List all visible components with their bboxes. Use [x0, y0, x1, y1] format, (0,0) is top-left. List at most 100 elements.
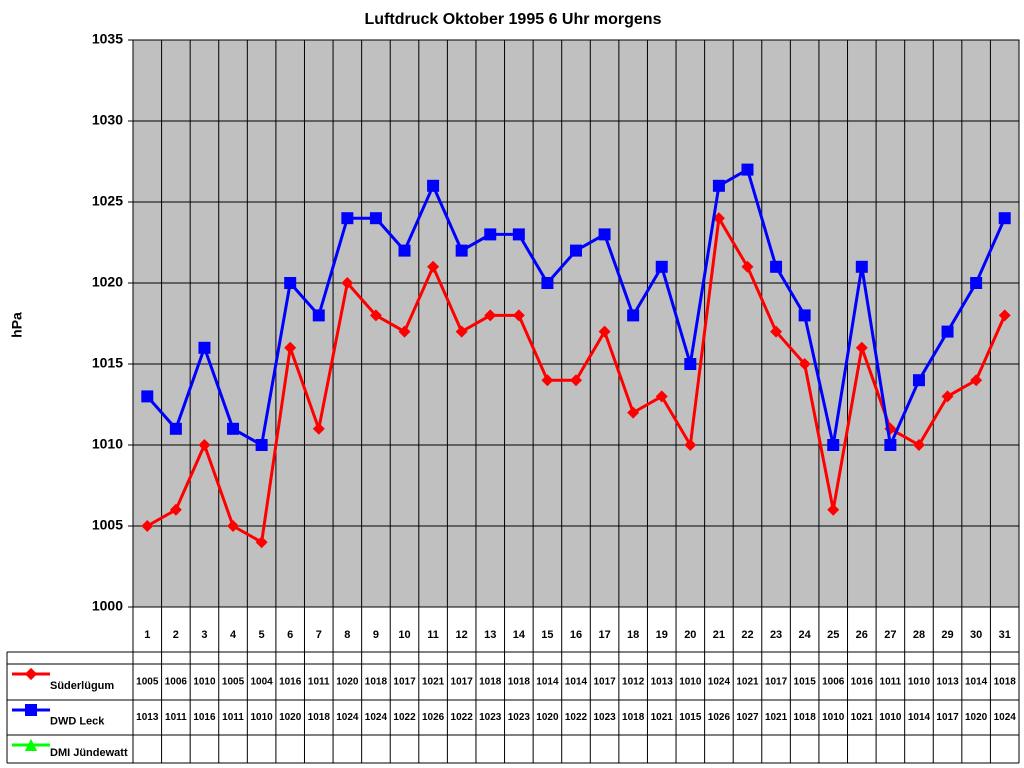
table-value: 1018 — [479, 677, 502, 688]
table-value: 1018 — [794, 712, 817, 723]
table-value: 1013 — [651, 677, 674, 688]
data-point — [827, 439, 840, 451]
data-point — [712, 179, 725, 192]
data-point — [570, 244, 582, 257]
table-value: 1017 — [393, 677, 416, 688]
table-value: 1015 — [679, 712, 702, 723]
data-point — [512, 309, 525, 322]
data-point — [684, 439, 697, 451]
data-point — [912, 439, 925, 451]
legend-label: Süderlügum — [50, 680, 114, 692]
data-point — [912, 374, 925, 387]
table-value: 1005 — [222, 677, 245, 688]
y-axis-label: hPa — [9, 312, 25, 338]
legend-marker — [25, 668, 37, 680]
x-tick-label: 11 — [427, 629, 439, 641]
table-value: 1010 — [879, 712, 902, 723]
table-value: 1011 — [880, 677, 902, 688]
table-value: 1023 — [508, 712, 531, 723]
table-value: 1018 — [622, 712, 645, 723]
data-point — [369, 309, 382, 322]
table-value: 1021 — [422, 677, 445, 688]
data-point — [512, 228, 525, 241]
y-tick-label: 1030 — [92, 112, 123, 128]
x-tick-label: 18 — [627, 629, 639, 641]
x-tick-label: 27 — [884, 629, 896, 641]
data-point — [284, 277, 297, 289]
data-point — [998, 309, 1011, 322]
data-point — [970, 374, 983, 387]
y-tick-label: 1000 — [92, 598, 123, 614]
table-value: 1014 — [965, 677, 988, 688]
table-value: 1024 — [365, 712, 388, 723]
table-value: 1012 — [622, 677, 645, 688]
table-value: 1018 — [508, 677, 531, 688]
x-tick-label: 7 — [316, 629, 322, 641]
table-value: 1010 — [822, 712, 845, 723]
table-value: 1020 — [965, 712, 988, 723]
data-point — [655, 260, 668, 273]
data-point — [198, 341, 211, 354]
data-point — [427, 260, 440, 273]
table-value: 1011 — [308, 677, 330, 688]
data-point — [541, 277, 554, 289]
data-point — [398, 244, 411, 257]
table-value: 1016 — [193, 712, 216, 723]
data-point — [712, 212, 725, 225]
table-value: 1026 — [422, 712, 445, 723]
x-tick-label: 14 — [513, 629, 526, 641]
table-value: 1017 — [593, 677, 616, 688]
data-point — [141, 390, 154, 403]
x-tick-label: 23 — [770, 629, 782, 641]
table-value: 1004 — [250, 677, 273, 688]
x-tick-label: 28 — [913, 629, 925, 641]
data-point — [855, 341, 868, 354]
x-tick-label: 22 — [741, 629, 753, 641]
table-value: 1018 — [994, 677, 1017, 688]
x-tick-label: 4 — [230, 629, 237, 641]
data-point — [227, 422, 240, 435]
table-value: 1021 — [736, 677, 759, 688]
x-tick-label: 10 — [398, 629, 410, 641]
data-point — [312, 422, 325, 435]
x-tick-label: 20 — [684, 629, 696, 641]
table-value: 1020 — [536, 712, 559, 723]
x-tick-label: 21 — [713, 629, 725, 641]
table-value: 1026 — [708, 712, 731, 723]
x-tick-label: 15 — [541, 629, 553, 641]
data-point — [598, 228, 611, 241]
data-point — [655, 390, 668, 403]
table-value: 1018 — [308, 712, 331, 723]
data-point — [369, 212, 382, 225]
data-point — [741, 163, 754, 176]
data-point — [341, 212, 354, 225]
table-value: 1010 — [679, 677, 702, 688]
table-value: 1011 — [165, 712, 187, 723]
x-tick-label: 3 — [201, 629, 207, 641]
table-value: 1024 — [708, 677, 731, 688]
y-tick-label: 1020 — [92, 274, 123, 290]
table-value: 1023 — [479, 712, 502, 723]
y-tick-label: 1010 — [92, 436, 123, 452]
table-value: 1014 — [908, 712, 931, 723]
y-tick-label: 1025 — [92, 193, 123, 209]
x-tick-label: 5 — [259, 629, 265, 641]
x-tick-label: 12 — [456, 629, 468, 641]
table-value: 1022 — [565, 712, 588, 723]
x-tick-label: 9 — [373, 629, 379, 641]
table-value: 1016 — [851, 677, 874, 688]
data-point — [941, 325, 954, 338]
data-point — [484, 228, 497, 241]
data-point — [798, 358, 811, 370]
x-tick-label: 8 — [344, 629, 350, 641]
data-point — [198, 439, 211, 451]
data-point — [827, 503, 840, 516]
table-value: 1017 — [936, 712, 959, 723]
table-value: 1010 — [193, 677, 216, 688]
legend-label: DWD Leck — [50, 715, 105, 727]
data-point — [227, 520, 240, 532]
table-value: 1013 — [136, 712, 159, 723]
legend-marker — [25, 739, 37, 751]
x-tick-label: 6 — [287, 629, 293, 641]
x-tick-label: 1 — [144, 629, 150, 641]
